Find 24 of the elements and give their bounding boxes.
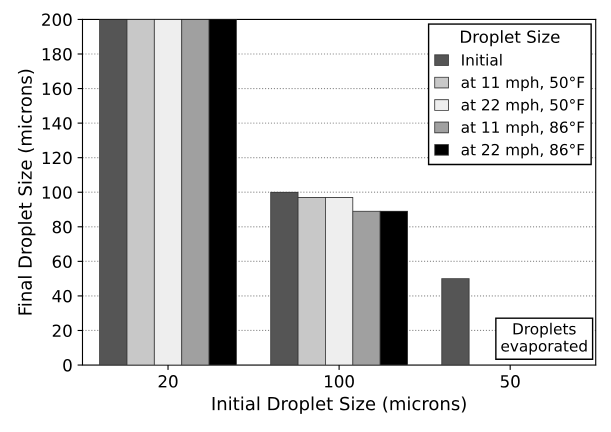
y-tick-label: 160 [42,82,72,96]
legend-label: at 22 mph, 86°F [462,144,584,158]
y-tick-label: 180 [42,48,72,61]
legend-label: Initial [462,54,502,66]
y-tick-label: 140 [42,117,72,130]
legend-label: at 11 mph, 50°F [462,76,584,92]
x-tick-label: 20 [158,375,178,388]
legend-label: at 22 mph, 50°F [462,98,584,114]
x-tick-label: 50 [500,375,520,388]
y-tick-label: 40 [52,290,72,302]
legend-label: at 11 mph, 86°F [462,121,584,136]
bar [441,278,470,366]
legend-title: Droplet Size [461,30,560,46]
y-tick-label: 100 [42,186,72,199]
x-tick-label: 100 [325,375,354,388]
annotation: Droplets evaporated [501,322,587,355]
x-axis-title: Initial Droplet Size (microns) [212,396,466,414]
y-tick-label: 80 [52,220,72,234]
y-tick-label: 0 [63,359,72,372]
y-tick-label: 200 [42,13,72,26]
y-tick-label: 20 [52,324,72,338]
y-tick-label: 60 [52,255,72,268]
y-tick-label: 120 [42,152,72,164]
y-axis-title: Final Droplet Size (microns) [18,70,36,314]
